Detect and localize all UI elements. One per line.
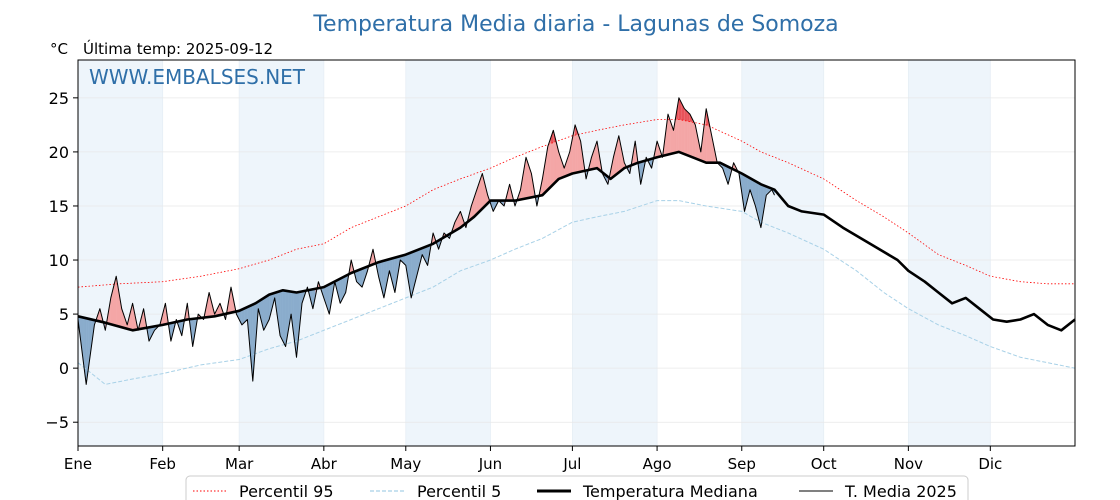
legend-p95: Percentil 95 (239, 482, 334, 500)
x-tick-label: Nov (894, 455, 923, 473)
x-tick-label: Jul (562, 455, 581, 473)
legend-box (185, 475, 969, 500)
y-tick-label: 5 (59, 305, 69, 324)
chart-title: Temperatura Media diaria - Lagunas de So… (312, 12, 838, 37)
month-band (908, 60, 991, 446)
watermark: WWW.EMBALSES.NET (89, 65, 306, 89)
month-band (239, 60, 324, 446)
x-tick-label: Jun (478, 455, 502, 473)
extreme-high-fill (684, 108, 688, 122)
y-tick-label: 15 (49, 197, 69, 216)
y-tick-label: 10 (49, 251, 69, 270)
month-band (572, 60, 658, 446)
y-tick-label: −5 (45, 413, 69, 432)
p95-line (77, 119, 1075, 288)
x-axis: Ene Feb Mar Abr May Jun Jul Ago Sep Oct Nov Dic (64, 446, 1002, 473)
legend: Percentil 95 Percentil 5 Temperatura Med… (185, 475, 969, 500)
month-bands (78, 60, 991, 446)
x-tick-label: Dic (978, 455, 1002, 473)
x-tick-label: Ene (64, 455, 92, 473)
x-tick-label: Ago (643, 455, 672, 473)
gridlines (77, 60, 1075, 446)
x-tick-label: May (390, 455, 421, 473)
anomaly-fill (282, 290, 286, 347)
y-tick-label: 20 (49, 143, 69, 162)
x-tick-label: Feb (149, 455, 176, 473)
series-lines (77, 97, 1076, 385)
plot-frame (77, 59, 1076, 447)
extreme-high-fill (678, 97, 682, 121)
month-band (741, 60, 824, 446)
legend-median: Temperatura Mediana (582, 482, 758, 500)
y-unit-label: °C (50, 40, 68, 58)
anomaly-fill (279, 290, 284, 342)
y-tick-label: 25 (49, 89, 69, 108)
y-axis: −5 0 5 10 15 20 25 (45, 89, 78, 432)
month-band (78, 60, 163, 446)
y-tick-label: 0 (59, 359, 69, 378)
x-tick-label: Sep (728, 455, 756, 473)
x-tick-label: Mar (225, 455, 254, 473)
x-tick-label: Oct (811, 455, 837, 473)
x-tick-label: Abr (311, 455, 338, 473)
legend-p5: Percentil 5 (417, 482, 501, 500)
last-temp-label: Última temp: 2025-09-12 (83, 39, 273, 58)
legend-2025: T. Media 2025 (844, 482, 957, 500)
year-2025-line (77, 97, 775, 385)
